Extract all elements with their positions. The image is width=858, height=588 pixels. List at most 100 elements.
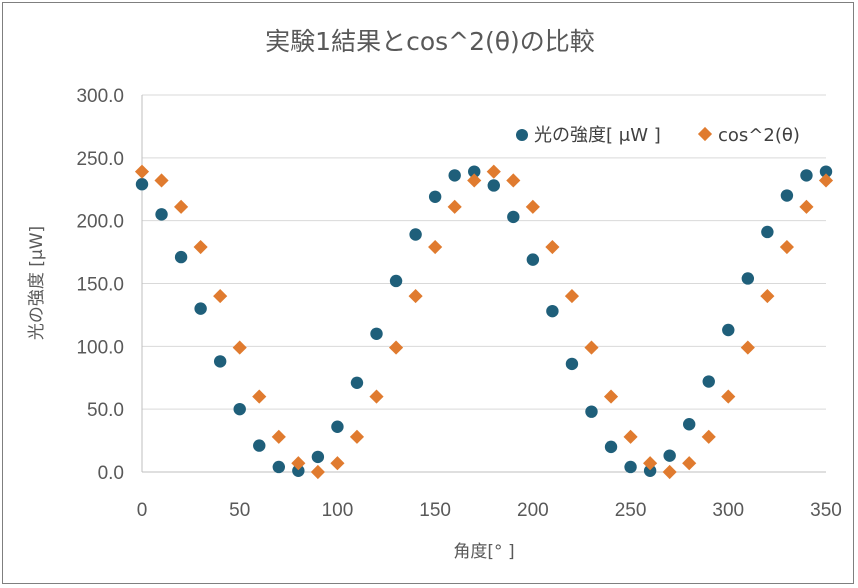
cos2-point: [408, 288, 423, 304]
measured-point: [585, 405, 598, 418]
gridlines: [141, 94, 826, 473]
measured-point: [624, 460, 637, 474]
chart-title: 実験1結果とcos^2(θ)の比較: [265, 27, 595, 56]
y-tick-label: 300.0: [76, 86, 124, 107]
measured-point: [233, 402, 246, 416]
cos2-point: [467, 173, 482, 188]
measured-point: [389, 274, 403, 288]
measured-point: [135, 178, 149, 191]
measured-point: [174, 250, 188, 264]
cos2-point: [252, 389, 267, 404]
x-axis-label: 角度[° ]: [453, 542, 514, 562]
cos2-point: [349, 429, 365, 444]
cos2-point: [623, 429, 638, 444]
y-tick-labels: 0.0 50.0 100.0 150.0 200.0 250.0 300.0: [76, 86, 124, 484]
x-tick-label: 150: [419, 500, 451, 521]
measured-point: [780, 189, 794, 202]
x-tick-label: 200: [517, 500, 549, 521]
cos2-point: [818, 173, 834, 188]
measured-point: [565, 357, 579, 371]
y-tick-label: 50.0: [87, 400, 124, 421]
measured-point: [350, 376, 364, 389]
cos2-point: [213, 288, 228, 304]
measured-point: [428, 190, 442, 203]
cos2-point: [643, 456, 658, 471]
cos2-point: [799, 199, 814, 214]
cos2-point: [291, 456, 306, 471]
measured-point: [800, 169, 813, 182]
data-points: [134, 164, 834, 480]
cos2-point: [545, 239, 560, 255]
measured-point: [604, 440, 618, 454]
cos2-point: [506, 173, 521, 188]
y-tick-label: 200.0: [76, 212, 124, 233]
y-axis-label: 光の強度 [μW]: [27, 226, 47, 340]
cos2-point: [232, 340, 247, 355]
cos2-point: [760, 288, 775, 304]
legend-marker-cos2: [697, 126, 713, 142]
cos2-point: [369, 389, 384, 404]
cos2-point: [701, 429, 716, 444]
cos2-point: [584, 340, 599, 355]
measured-point: [643, 464, 657, 477]
legend-marker-measured: [516, 129, 528, 141]
measured-point: [272, 460, 285, 474]
measured-point: [702, 375, 715, 388]
x-tick-labels: 0 50 100 150 200 250 300 350: [137, 500, 842, 521]
cos2-point: [603, 389, 619, 404]
cos2-point: [388, 340, 404, 355]
measured-point: [155, 208, 168, 221]
measured-point: [546, 304, 559, 318]
cos2-point: [525, 199, 540, 214]
legend-label-cos2: cos^2(θ): [718, 125, 800, 146]
measured-point: [448, 169, 461, 182]
y-tick-label: 150.0: [76, 275, 124, 296]
measured-point: [331, 420, 344, 433]
measured-point: [311, 450, 325, 464]
measured-point: [468, 165, 481, 178]
cos2-point: [330, 456, 345, 471]
cos2-point: [154, 173, 169, 188]
x-tick-label: 0: [137, 500, 148, 521]
y-tick-label: 250.0: [76, 149, 124, 170]
measured-point: [253, 439, 266, 452]
measured-point: [292, 464, 305, 477]
cos2-point: [193, 239, 208, 255]
measured-point: [213, 355, 227, 368]
measured-point: [761, 225, 774, 239]
measured-point: [741, 272, 755, 285]
measured-point: [507, 210, 520, 224]
x-tick-label: 100: [322, 500, 354, 521]
cos2-point: [721, 389, 736, 404]
x-tick-label: 300: [712, 500, 744, 521]
measured-point: [526, 253, 540, 266]
y-tick-label: 100.0: [76, 337, 124, 358]
measured-point: [487, 179, 500, 192]
legend: 光の強度[ μW ] cos^2(θ): [516, 125, 800, 146]
cos2-point: [174, 199, 189, 214]
measured-point: [194, 302, 207, 315]
measured-point: [409, 228, 422, 241]
measured-point: [722, 323, 735, 337]
measured-point: [683, 418, 696, 431]
cos2-point: [779, 239, 794, 255]
measured-point: [819, 165, 833, 178]
cos2-point: [428, 239, 443, 255]
cos2-point: [486, 164, 501, 179]
cos2-point: [740, 340, 755, 355]
cos2-point: [447, 199, 462, 214]
cos2-point: [682, 456, 697, 471]
cos2-point: [564, 288, 580, 304]
x-tick-label: 250: [615, 500, 647, 521]
x-tick-label: 50: [229, 500, 250, 521]
x-tick-label: 350: [810, 500, 842, 521]
cos2-point: [310, 464, 325, 480]
cos2-point: [271, 429, 286, 444]
cos2-point: [134, 164, 150, 179]
cos2-point: [662, 464, 677, 480]
measured-point: [663, 449, 676, 462]
y-tick-label: 0.0: [98, 463, 124, 484]
legend-label-measured: 光の強度[ μW ]: [534, 125, 661, 146]
